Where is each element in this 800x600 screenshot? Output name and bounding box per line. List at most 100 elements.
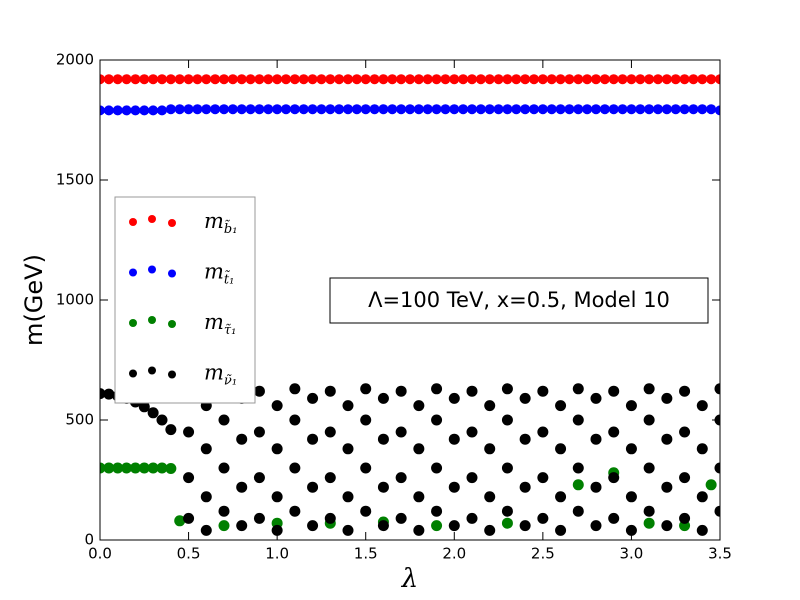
point	[129, 462, 141, 474]
point	[413, 491, 425, 503]
point	[625, 400, 637, 412]
point	[608, 104, 619, 115]
point	[307, 520, 319, 532]
point	[467, 104, 477, 115]
point	[661, 520, 673, 532]
point	[138, 401, 150, 413]
point	[377, 433, 389, 445]
point	[644, 74, 655, 85]
legend-marker	[168, 320, 176, 328]
point	[289, 462, 301, 474]
point	[343, 104, 353, 115]
point	[670, 104, 681, 115]
point	[714, 383, 720, 395]
point	[165, 104, 176, 115]
point	[448, 392, 460, 404]
point	[555, 443, 567, 455]
point	[218, 520, 230, 532]
point	[325, 104, 336, 115]
point	[501, 462, 513, 474]
point	[555, 491, 567, 503]
y-axis-label: m(GeV)	[20, 254, 48, 346]
legend-marker	[168, 269, 176, 278]
point	[466, 426, 478, 438]
point	[688, 74, 699, 85]
point	[448, 520, 460, 532]
point	[192, 74, 203, 85]
point	[608, 74, 619, 85]
point	[537, 74, 548, 85]
point	[360, 505, 372, 517]
x-tick-label: 3.0	[619, 545, 643, 563]
point	[696, 400, 708, 412]
point	[501, 505, 513, 517]
point	[121, 462, 133, 474]
point	[422, 74, 433, 85]
point	[218, 505, 230, 517]
point	[679, 104, 690, 115]
point	[183, 426, 195, 438]
point	[325, 74, 336, 85]
y-tick-label: 2000	[56, 51, 94, 69]
point	[440, 104, 451, 115]
x-tick-label: 2.0	[442, 545, 466, 563]
point	[112, 105, 123, 116]
point	[236, 520, 248, 532]
point	[210, 74, 221, 85]
point	[573, 74, 584, 85]
point	[139, 74, 150, 85]
point	[626, 104, 637, 115]
point	[644, 104, 655, 115]
legend-marker	[129, 369, 137, 378]
point	[271, 524, 283, 536]
point	[625, 524, 637, 536]
point	[519, 433, 531, 445]
point	[254, 104, 265, 115]
point	[591, 74, 601, 85]
point	[147, 407, 159, 419]
point	[679, 512, 691, 524]
point	[537, 104, 548, 115]
point	[174, 515, 186, 527]
point	[263, 104, 274, 115]
point	[342, 491, 354, 503]
point	[289, 383, 301, 395]
point	[617, 104, 628, 115]
point	[413, 74, 424, 85]
point	[236, 433, 248, 445]
point	[608, 385, 620, 397]
point	[289, 414, 301, 426]
point	[511, 104, 522, 115]
point	[697, 104, 708, 115]
point	[157, 74, 167, 85]
point	[617, 74, 628, 85]
point	[307, 433, 319, 445]
point	[679, 385, 691, 397]
point	[271, 443, 283, 455]
legend-label: mν̃₁	[204, 360, 237, 388]
y-tick-label: 0	[84, 531, 94, 549]
point	[200, 443, 212, 455]
point	[643, 414, 655, 426]
point	[236, 481, 248, 493]
point	[529, 104, 539, 115]
legend-marker	[148, 265, 156, 274]
point	[448, 433, 460, 445]
x-tick-label: 0.0	[88, 545, 112, 563]
point	[502, 104, 513, 115]
annotation: Λ=100 TeV, x=0.5, Model 10	[368, 288, 670, 312]
point	[165, 424, 177, 436]
point	[520, 104, 531, 115]
point	[324, 512, 336, 524]
point	[608, 472, 620, 484]
point	[360, 104, 371, 115]
point	[192, 104, 203, 115]
point	[431, 505, 443, 517]
point	[112, 74, 123, 85]
point	[360, 462, 372, 474]
point	[351, 74, 362, 85]
point	[263, 74, 274, 85]
point	[130, 105, 141, 116]
point	[245, 74, 256, 85]
point	[564, 104, 575, 115]
